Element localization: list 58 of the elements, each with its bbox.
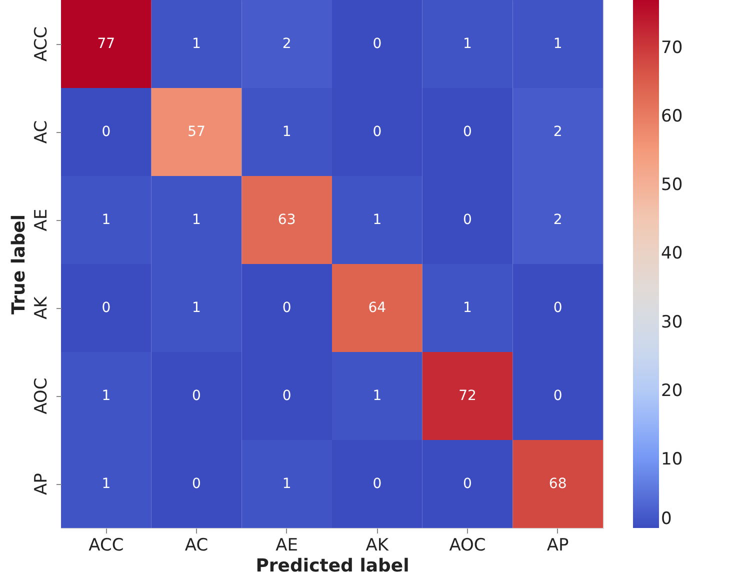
data-label: 1 bbox=[463, 36, 472, 52]
data-label: 2 bbox=[553, 124, 562, 140]
data-label: 68 bbox=[548, 476, 567, 492]
x-tick-label: AP bbox=[546, 536, 569, 556]
data-label: 0 bbox=[553, 388, 562, 404]
color-bar-label: 40 bbox=[661, 244, 683, 264]
color-bar-label: 0 bbox=[661, 509, 672, 529]
y-tick-label: AC bbox=[32, 120, 52, 144]
data-label: 1 bbox=[102, 476, 111, 492]
data-label: 72 bbox=[458, 388, 476, 404]
color-bar-label: 10 bbox=[661, 449, 683, 470]
color-bar-label: 50 bbox=[661, 175, 683, 196]
data-label: 0 bbox=[463, 124, 472, 140]
data-label: 0 bbox=[192, 388, 201, 404]
data-label: 1 bbox=[192, 300, 201, 316]
x-axis-title: Predicted label bbox=[256, 556, 410, 576]
data-label: 1 bbox=[102, 388, 111, 404]
color-bar-label: 20 bbox=[661, 380, 683, 401]
data-label: 0 bbox=[282, 300, 292, 316]
data-label: 1 bbox=[372, 212, 382, 228]
x-tick-label: ACC bbox=[88, 536, 124, 556]
x-tick-label: AC bbox=[184, 536, 208, 556]
data-label: 1 bbox=[102, 212, 111, 228]
y-tick-label: AE bbox=[32, 208, 52, 232]
data-label: 1 bbox=[192, 212, 201, 228]
data-label: 1 bbox=[192, 36, 201, 52]
data-label: 0 bbox=[372, 124, 382, 140]
data-label: 64 bbox=[368, 300, 386, 316]
data-label: 57 bbox=[188, 124, 206, 140]
y-axis-title: True label bbox=[8, 214, 30, 315]
y-tick-label: ACC bbox=[32, 26, 52, 62]
data-label: 63 bbox=[278, 212, 296, 228]
data-label: 1 bbox=[463, 300, 472, 316]
y-tick-label: AP bbox=[32, 473, 52, 495]
data-label: 1 bbox=[372, 388, 382, 404]
data-label: 0 bbox=[192, 476, 201, 492]
data-label: 0 bbox=[463, 476, 472, 492]
color-bar-label: 60 bbox=[661, 106, 683, 127]
data-label: 1 bbox=[553, 36, 562, 52]
data-label: 77 bbox=[97, 36, 116, 52]
data-label: 1 bbox=[282, 124, 292, 140]
data-label: 2 bbox=[553, 212, 562, 228]
x-tick-label: AOC bbox=[449, 536, 486, 556]
y-tick-label: AOC bbox=[32, 378, 52, 414]
data-label: 0 bbox=[102, 124, 111, 140]
color-bar-label: 30 bbox=[661, 312, 683, 332]
data-label: 1 bbox=[282, 476, 292, 492]
data-label: 0 bbox=[102, 300, 111, 316]
data-label: 0 bbox=[553, 300, 562, 316]
data-label: 0 bbox=[282, 388, 292, 404]
data-label: 2 bbox=[282, 36, 292, 52]
y-tick-label: AK bbox=[32, 296, 52, 320]
data-label: 0 bbox=[463, 212, 472, 228]
x-tick-label: AK bbox=[366, 536, 390, 556]
data-label: 0 bbox=[372, 476, 382, 492]
data-label: 0 bbox=[372, 36, 382, 52]
x-tick-label: AE bbox=[276, 536, 298, 556]
color-bar-label: 70 bbox=[661, 38, 683, 58]
